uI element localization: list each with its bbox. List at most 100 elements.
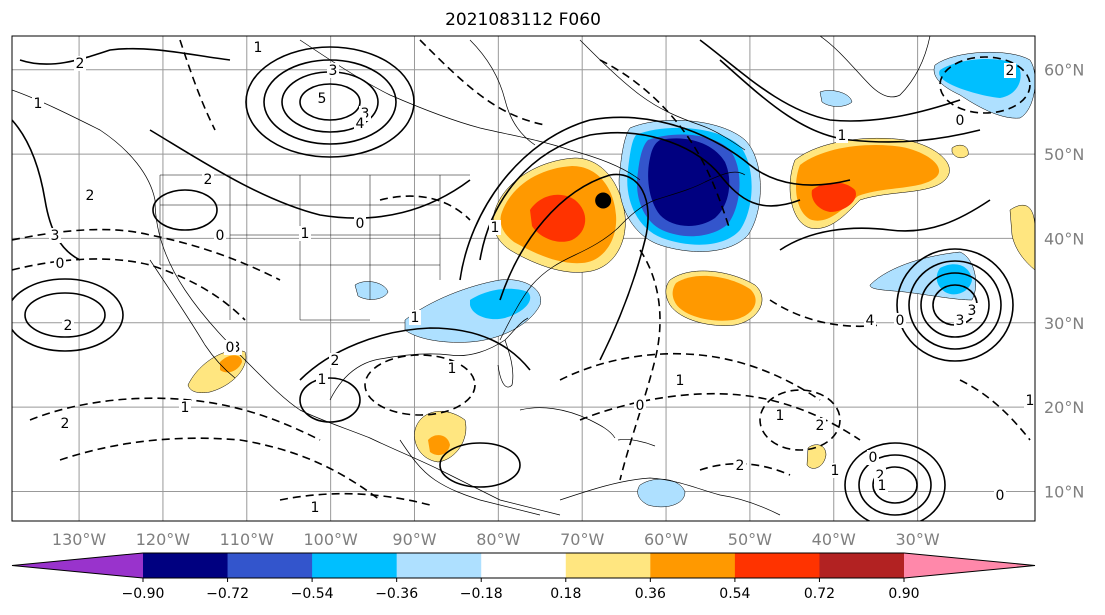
- contour-trough-1: [479, 131, 801, 261]
- contour-label: 0: [636, 398, 645, 414]
- contour-label: 3: [956, 313, 965, 329]
- contour-label-bg: [954, 313, 966, 328]
- colorbar-extend-high: [904, 553, 1035, 578]
- contour-label-bg: [224, 340, 236, 355]
- contour-label-bg: [674, 373, 686, 388]
- lat-tick-label: 50°N: [1044, 145, 1084, 164]
- shade-neg-max-atl: [648, 138, 730, 226]
- contour-label: 2: [204, 172, 213, 188]
- lon-tick-label: 50°W: [728, 530, 772, 549]
- contour-label: 1: [1026, 393, 1035, 409]
- contour-label-bg: [252, 40, 264, 55]
- contour-label: 3: [361, 106, 370, 122]
- coastline-cuba: [519, 407, 616, 439]
- contour-label-bg: [316, 372, 328, 387]
- contour-dashed-2: [12, 258, 246, 321]
- shade-pos-mid-mexico: [220, 355, 242, 373]
- contour-us-1: [149, 129, 471, 219]
- contour-label: 4: [866, 313, 875, 329]
- contour-label: 1: [411, 310, 420, 326]
- colorbar-bin: [565, 553, 651, 578]
- contour-label-bg: [32, 96, 44, 111]
- lon-tick-label: 100°W: [303, 530, 358, 549]
- shade-pos-light-greenland: [951, 144, 969, 159]
- contour-dashed-14: [279, 492, 431, 506]
- contour-label: 1: [254, 40, 263, 56]
- colorbar-tick-label: 0.90: [888, 586, 919, 602]
- contour-dashed-ring-1: [759, 389, 841, 451]
- contour-label-bg: [49, 228, 61, 243]
- contour-label-bg: [1024, 393, 1036, 408]
- contour-label-bg: [309, 500, 321, 515]
- contour-label: 2: [736, 458, 745, 474]
- contour-dashed-11: [179, 39, 216, 131]
- contour-high-atl-3: [908, 260, 1002, 350]
- contour-north-pac: [19, 47, 231, 65]
- contour-label: 3: [51, 228, 60, 244]
- contour-label-bg: [966, 303, 978, 318]
- contour-label-bg: [84, 188, 96, 203]
- lat-tick-label: 40°N: [1044, 229, 1084, 248]
- shade-pos-light-east: [1009, 205, 1035, 271]
- contour-label-bg: [327, 63, 339, 78]
- contour-dashed-5: [559, 352, 821, 401]
- coastline-greenland: [819, 36, 931, 98]
- shade-neg-mid-seus: [470, 288, 531, 320]
- contour-label-bg: [954, 113, 966, 128]
- colorbar-bin: [734, 553, 820, 578]
- shade-neg-mid-iceland: [939, 58, 1021, 98]
- contour-label-bg: [214, 228, 226, 243]
- contour-cam-1: [439, 442, 521, 488]
- lon-tick-label: 40°W: [812, 530, 856, 549]
- colorbar-bin: [819, 553, 905, 578]
- contour-dashed-12: [959, 379, 1031, 441]
- shade-pos-light-tropatl: [806, 444, 827, 469]
- lat-tick-label: 30°N: [1044, 314, 1084, 333]
- contour-high-atl-2: [920, 272, 990, 338]
- contour-trough-3: [499, 173, 649, 361]
- shade-pos-mid-cam: [428, 435, 450, 456]
- contour-lines-dashed: [12, 39, 1031, 506]
- coastline-east-us: [499, 171, 746, 341]
- contour-gulf-1: [299, 377, 361, 423]
- contour-dashed-ring-3: [939, 56, 1031, 114]
- contour-label-bg: [864, 313, 876, 328]
- colorbar-tick-label: 0.18: [550, 586, 581, 602]
- contour-label-bg: [1004, 63, 1016, 78]
- contour-label: 0: [956, 113, 965, 129]
- contour-label: 2: [64, 318, 73, 334]
- lat-tick-label: 20°N: [1044, 398, 1084, 417]
- contour-dashed-9: [769, 299, 881, 328]
- contour-label: 1: [301, 226, 310, 242]
- contour-high-west-3: [263, 59, 397, 145]
- contour-high-atl-4: [896, 248, 1014, 362]
- contour-label: 2: [876, 468, 885, 484]
- contour-label-bg: [489, 220, 501, 235]
- colorbar-tick-label: −0.54: [291, 586, 334, 602]
- contour-dashed-4: [59, 437, 381, 501]
- coastlines-and-borders: [12, 36, 931, 516]
- colorbar-tick-label: −0.18: [460, 586, 503, 602]
- colorbar-tick-label: 0.72: [804, 586, 835, 602]
- shade-neg-light-canada: [819, 90, 853, 107]
- contour-label-bg: [62, 318, 74, 333]
- lon-tick-label: 70°W: [560, 530, 604, 549]
- state-borders: [159, 174, 470, 321]
- contour-label-bg: [354, 116, 366, 131]
- contour-label-bg: [994, 488, 1006, 503]
- contour-label: 2: [86, 188, 95, 204]
- coastline-south-america: [559, 477, 781, 516]
- contour-label: 0: [216, 228, 225, 244]
- longitude-tick-labels: 130°W 120°W 110°W 100°W 90°W 80°W 70°W 60°W 50°W…: [52, 530, 940, 549]
- shade-pos-strong-ne-us: [530, 194, 586, 242]
- lon-tick-label: 80°W: [476, 530, 520, 549]
- contour-pacific-2: [12, 278, 124, 352]
- contour-label: 1: [34, 96, 43, 112]
- lon-tick-label: 90°W: [392, 530, 436, 549]
- contour-label: 1: [831, 463, 840, 479]
- shade-neg-light-texas: [354, 281, 389, 300]
- coastline-baja: [149, 259, 236, 379]
- contour-label-bg: [774, 408, 786, 423]
- shade-pos-mid-subtrop: [672, 275, 756, 321]
